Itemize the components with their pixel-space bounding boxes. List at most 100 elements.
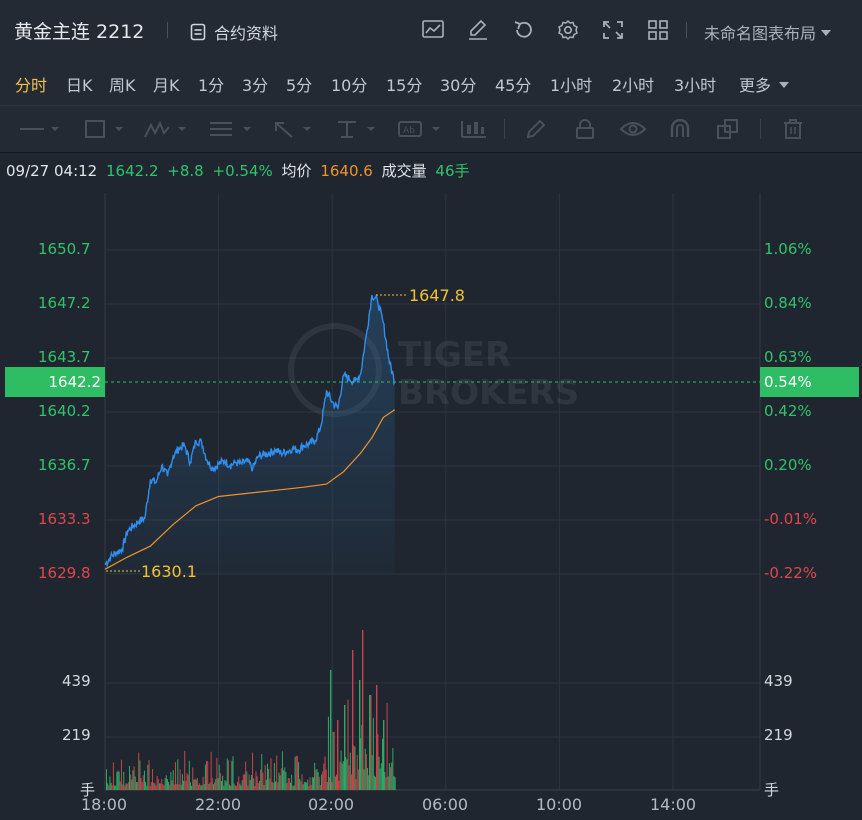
volume-bar: [363, 769, 365, 790]
volume-unit-left: 手: [80, 781, 96, 799]
timeframe-week[interactable]: 周K: [109, 76, 136, 95]
volume-bar: [307, 779, 309, 790]
volume-bar: [315, 769, 317, 790]
volume-bar: [299, 778, 301, 790]
rectangle-tool-icon[interactable]: [84, 118, 126, 140]
volume-bar: [188, 760, 190, 790]
volume-bar: [261, 754, 263, 790]
watermark-line1: TIGER: [398, 335, 511, 375]
instrument-title: 黄金主连 2212: [14, 21, 145, 43]
edit-icon[interactable]: [463, 16, 493, 44]
volume-bar: [229, 784, 231, 790]
layers-icon[interactable]: [716, 118, 740, 140]
volume-bar: [170, 772, 172, 790]
volume-bar: [172, 770, 174, 790]
volume-bar: [284, 767, 286, 790]
text-tool-icon[interactable]: Ab: [397, 118, 443, 140]
volume-bar: [125, 783, 127, 790]
arrow-tool-icon[interactable]: [272, 118, 314, 140]
eye-icon[interactable]: [620, 118, 646, 140]
avg-price-value: 1640.6: [320, 162, 373, 180]
timeframe-3h[interactable]: 3小时: [674, 76, 717, 95]
volume-bar: [184, 750, 186, 790]
volume-bar: [127, 782, 129, 790]
volume-bar: [367, 767, 369, 790]
volume-bar: [339, 761, 341, 790]
timeframe-1m[interactable]: 1分: [198, 76, 225, 95]
chart-type-icon[interactable]: [418, 16, 448, 44]
layout-label: 未命名图表布局: [704, 24, 817, 43]
timeframe-1h[interactable]: 1小时: [550, 76, 593, 95]
timeframe-month[interactable]: 月K: [153, 76, 180, 95]
timeframe-15m[interactable]: 15分: [386, 76, 423, 95]
layout-dropdown[interactable]: 未命名图表布局: [704, 20, 832, 44]
volume-bar: [391, 762, 393, 790]
fullscreen-icon[interactable]: [598, 16, 628, 44]
timeframe-5m[interactable]: 5分: [286, 76, 313, 95]
volume-bar: [158, 783, 160, 790]
x-tick: 10:00: [536, 795, 583, 814]
refresh-icon[interactable]: [508, 16, 538, 44]
timeframe-30m[interactable]: 30分: [440, 76, 477, 95]
lock-icon[interactable]: [574, 118, 596, 140]
volume-bar: [198, 784, 199, 790]
pen-icon[interactable]: [525, 118, 547, 140]
volume-bar: [146, 785, 148, 790]
volume-bar: [376, 685, 378, 790]
volume-bar: [336, 774, 337, 790]
contract-info-button[interactable]: 合约资料: [190, 20, 278, 44]
volume-bar: [176, 784, 178, 790]
pattern-tool-icon[interactable]: [143, 118, 189, 140]
timeframe-more[interactable]: 更多: [739, 72, 790, 96]
measure-tool-icon[interactable]: [336, 118, 378, 140]
chevron-down-icon: [779, 82, 790, 88]
volume-bar: [126, 783, 128, 790]
timeframe-intraday[interactable]: 分时: [15, 76, 48, 95]
trash-icon[interactable]: [782, 118, 804, 140]
grid-layout-icon[interactable]: [643, 16, 673, 44]
timeframe-day[interactable]: 日K: [66, 76, 93, 95]
volume-bar: [387, 776, 389, 790]
volume-bar: [356, 754, 358, 790]
volume-bar: [311, 777, 313, 790]
volume-bar: [348, 765, 350, 790]
volume-bar: [365, 754, 367, 790]
volume-bar: [330, 670, 332, 790]
volume-bar: [138, 752, 140, 790]
timeframe-3m[interactable]: 3分: [242, 76, 269, 95]
y-tick-right: 0.42%: [764, 402, 812, 420]
volume-bar: [254, 785, 256, 790]
volume-bar: [202, 776, 204, 790]
timeframe-10m[interactable]: 10分: [331, 76, 368, 95]
y-tick-left: 1643.7: [38, 348, 91, 366]
volume-bar: [317, 771, 319, 790]
volume-bar: [206, 760, 208, 790]
volume-bar: [204, 764, 206, 790]
indicator-tool-icon[interactable]: [460, 118, 488, 140]
volume-bar: [247, 785, 249, 790]
volume-bar: [255, 771, 257, 790]
timeframe-45m[interactable]: 45分: [495, 76, 532, 95]
current-price-tag: 1642.2: [5, 367, 105, 397]
volume-bar: [120, 759, 122, 790]
volume-bar: [111, 785, 113, 790]
line-tool-icon[interactable]: [20, 118, 62, 140]
y-tick-left: 1640.2: [38, 402, 91, 420]
timeframe-2h[interactable]: 2小时: [612, 76, 655, 95]
volume-bar: [218, 764, 220, 790]
divider: [504, 118, 505, 140]
volume-tick-left: 219: [62, 726, 91, 744]
svg-text:Ab: Ab: [403, 126, 415, 136]
magnet-icon[interactable]: [669, 118, 691, 140]
volume-bar: [214, 782, 216, 790]
settings-gear-icon[interactable]: [553, 16, 583, 44]
volume-bar: [337, 720, 339, 790]
volume-bar: [140, 777, 142, 790]
volume-bar: [276, 755, 278, 790]
price-line: [104, 293, 396, 568]
volume-bar: [388, 763, 390, 790]
volume-bar: [246, 771, 248, 790]
fib-tool-icon[interactable]: [208, 118, 254, 140]
x-tick: 14:00: [650, 795, 697, 814]
